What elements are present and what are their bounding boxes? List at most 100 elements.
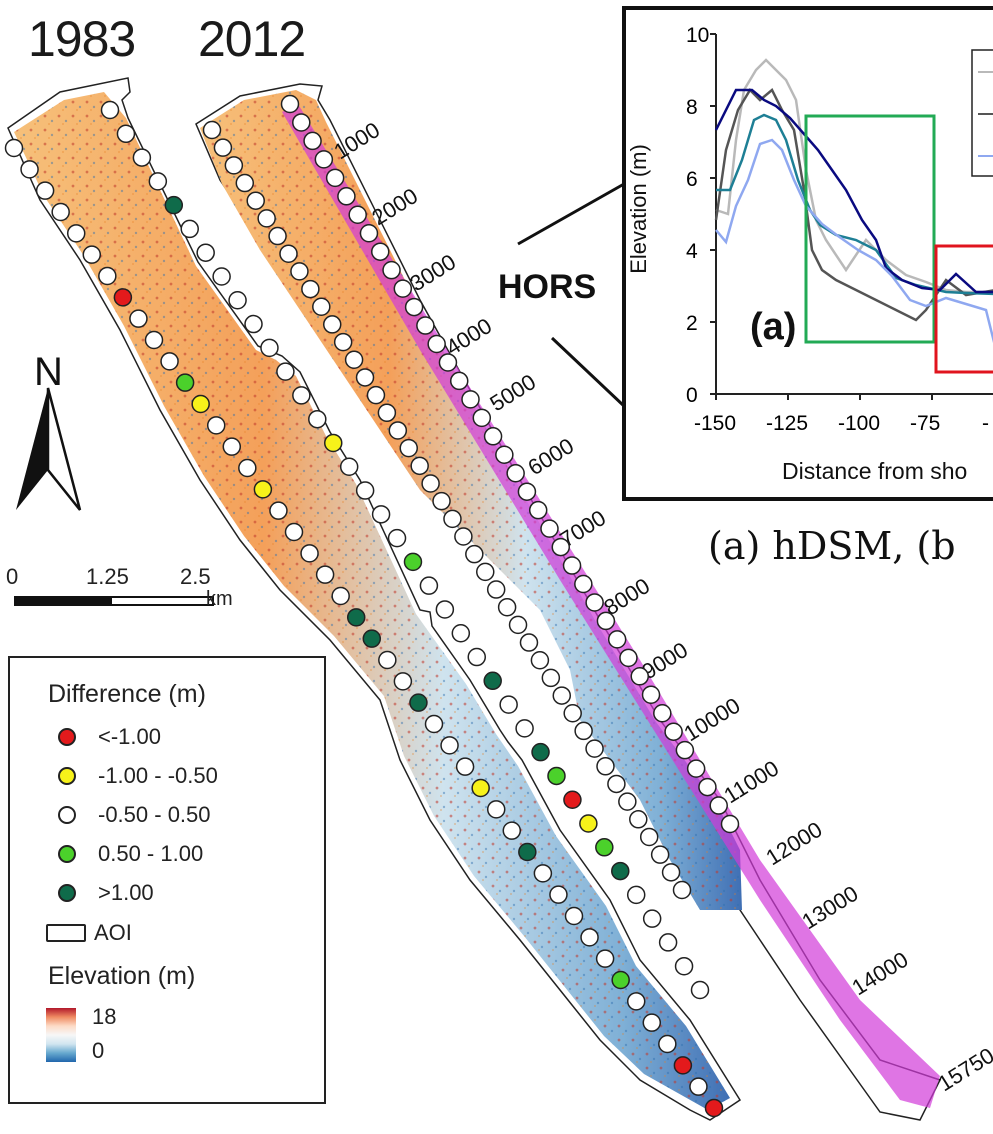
inset-xtick-label: -75 <box>910 412 940 435</box>
difference-point <box>596 611 616 631</box>
difference-point <box>674 956 694 976</box>
difference-point <box>129 309 148 328</box>
difference-point <box>574 721 593 741</box>
difference-point <box>98 266 117 286</box>
chainage-label: 10000 <box>679 693 744 747</box>
elevation-color-ramp <box>46 1008 76 1062</box>
difference-point <box>404 297 424 317</box>
inset-panel-label: (a) <box>750 306 797 348</box>
inset-chart-svg: 0 2 4 6 8 10 -150 -125 -100 -75 - <box>686 24 993 435</box>
difference-point <box>378 650 397 670</box>
scale-tick-0: 0 <box>6 564 19 589</box>
inset-ytick-label: 8 <box>686 96 698 119</box>
difference-point <box>333 332 353 352</box>
difference-point <box>551 537 571 557</box>
difference-point <box>132 148 152 167</box>
difference-point <box>515 719 534 738</box>
difference-point <box>276 362 295 381</box>
difference-point <box>344 350 364 370</box>
difference-point <box>359 223 379 243</box>
difference-point <box>519 633 539 652</box>
inset-ytick-label: 4 <box>686 240 698 263</box>
difference-point <box>432 491 451 511</box>
difference-point <box>308 409 327 429</box>
difference-point <box>502 821 522 840</box>
difference-point <box>611 861 630 881</box>
difference-point <box>630 667 649 686</box>
difference-point <box>672 880 692 900</box>
profile-line-navy <box>714 88 993 294</box>
difference-point <box>148 172 168 191</box>
difference-point <box>664 722 683 741</box>
difference-point <box>424 714 444 734</box>
difference-point <box>51 202 70 222</box>
difference-point <box>471 778 490 798</box>
difference-point <box>661 863 681 882</box>
inset-ytick-label: 10 <box>686 24 709 47</box>
difference-point <box>574 574 593 594</box>
legend-row-0: <-1.00 <box>58 722 161 752</box>
difference-point <box>528 500 548 520</box>
difference-point <box>292 386 311 405</box>
difference-point <box>438 353 458 372</box>
legend-label-0: <-1.00 <box>98 724 161 749</box>
difference-point <box>164 195 184 215</box>
difference-point <box>388 421 408 440</box>
difference-point <box>547 766 566 786</box>
difference-point <box>377 403 397 423</box>
chainage-label: 12000 <box>761 817 826 871</box>
chainage-label: 4000 <box>441 313 496 360</box>
inset-xtick-label: -100 <box>838 412 880 435</box>
difference-point <box>175 373 195 392</box>
difference-point <box>113 288 133 307</box>
year-label-1983: 1983 <box>28 11 136 67</box>
difference-point <box>465 544 484 564</box>
scale-unit: km <box>206 588 233 610</box>
difference-point <box>238 458 257 478</box>
difference-point <box>451 623 471 643</box>
difference-point <box>443 509 462 529</box>
profile-line-light-blue <box>715 138 993 344</box>
difference-point <box>246 191 265 210</box>
difference-point <box>66 224 86 243</box>
difference-point <box>160 352 179 371</box>
difference-point <box>686 759 706 778</box>
inset-ytick-label: 2 <box>686 312 698 335</box>
difference-point <box>495 445 514 465</box>
difference-point <box>607 774 626 794</box>
zone-box-green <box>804 114 936 344</box>
difference-point <box>202 120 222 140</box>
difference-point <box>393 279 413 298</box>
difference-point <box>449 371 469 391</box>
difference-point <box>212 267 231 286</box>
difference-point <box>323 433 343 453</box>
difference-point <box>533 864 553 883</box>
legend-row-3: 0.50 - 1.00 <box>58 839 203 869</box>
difference-point <box>626 992 646 1011</box>
site-label: HORS <box>498 268 597 306</box>
legend-label-1: -1.00 - -0.50 <box>98 763 218 788</box>
difference-point <box>486 800 506 819</box>
difference-point <box>611 970 630 990</box>
difference-point <box>455 757 475 776</box>
chainage-label: 5000 <box>485 369 540 416</box>
difference-point <box>416 316 435 335</box>
elevation-min-label: 0 <box>92 1038 105 1063</box>
difference-point <box>562 556 582 575</box>
chainage-label: 13000 <box>797 881 862 935</box>
difference-point <box>704 1098 724 1118</box>
aoi-swatch <box>46 924 86 942</box>
difference-point <box>279 244 298 263</box>
difference-point <box>337 187 356 206</box>
profile-line-light-grey <box>715 58 993 294</box>
elevation-max-label: 18 <box>92 1004 117 1029</box>
difference-point <box>393 672 413 691</box>
difference-point <box>410 456 429 476</box>
inset-xtick-label: -150 <box>694 412 736 435</box>
difference-point <box>421 474 440 493</box>
inset-profile-chart: 0 2 4 6 8 10 -150 -125 -100 -75 - (a) Elevation (… <box>622 6 993 501</box>
difference-point <box>399 438 418 458</box>
difference-point <box>20 160 39 179</box>
chainage-label: 15750 <box>933 1043 993 1097</box>
